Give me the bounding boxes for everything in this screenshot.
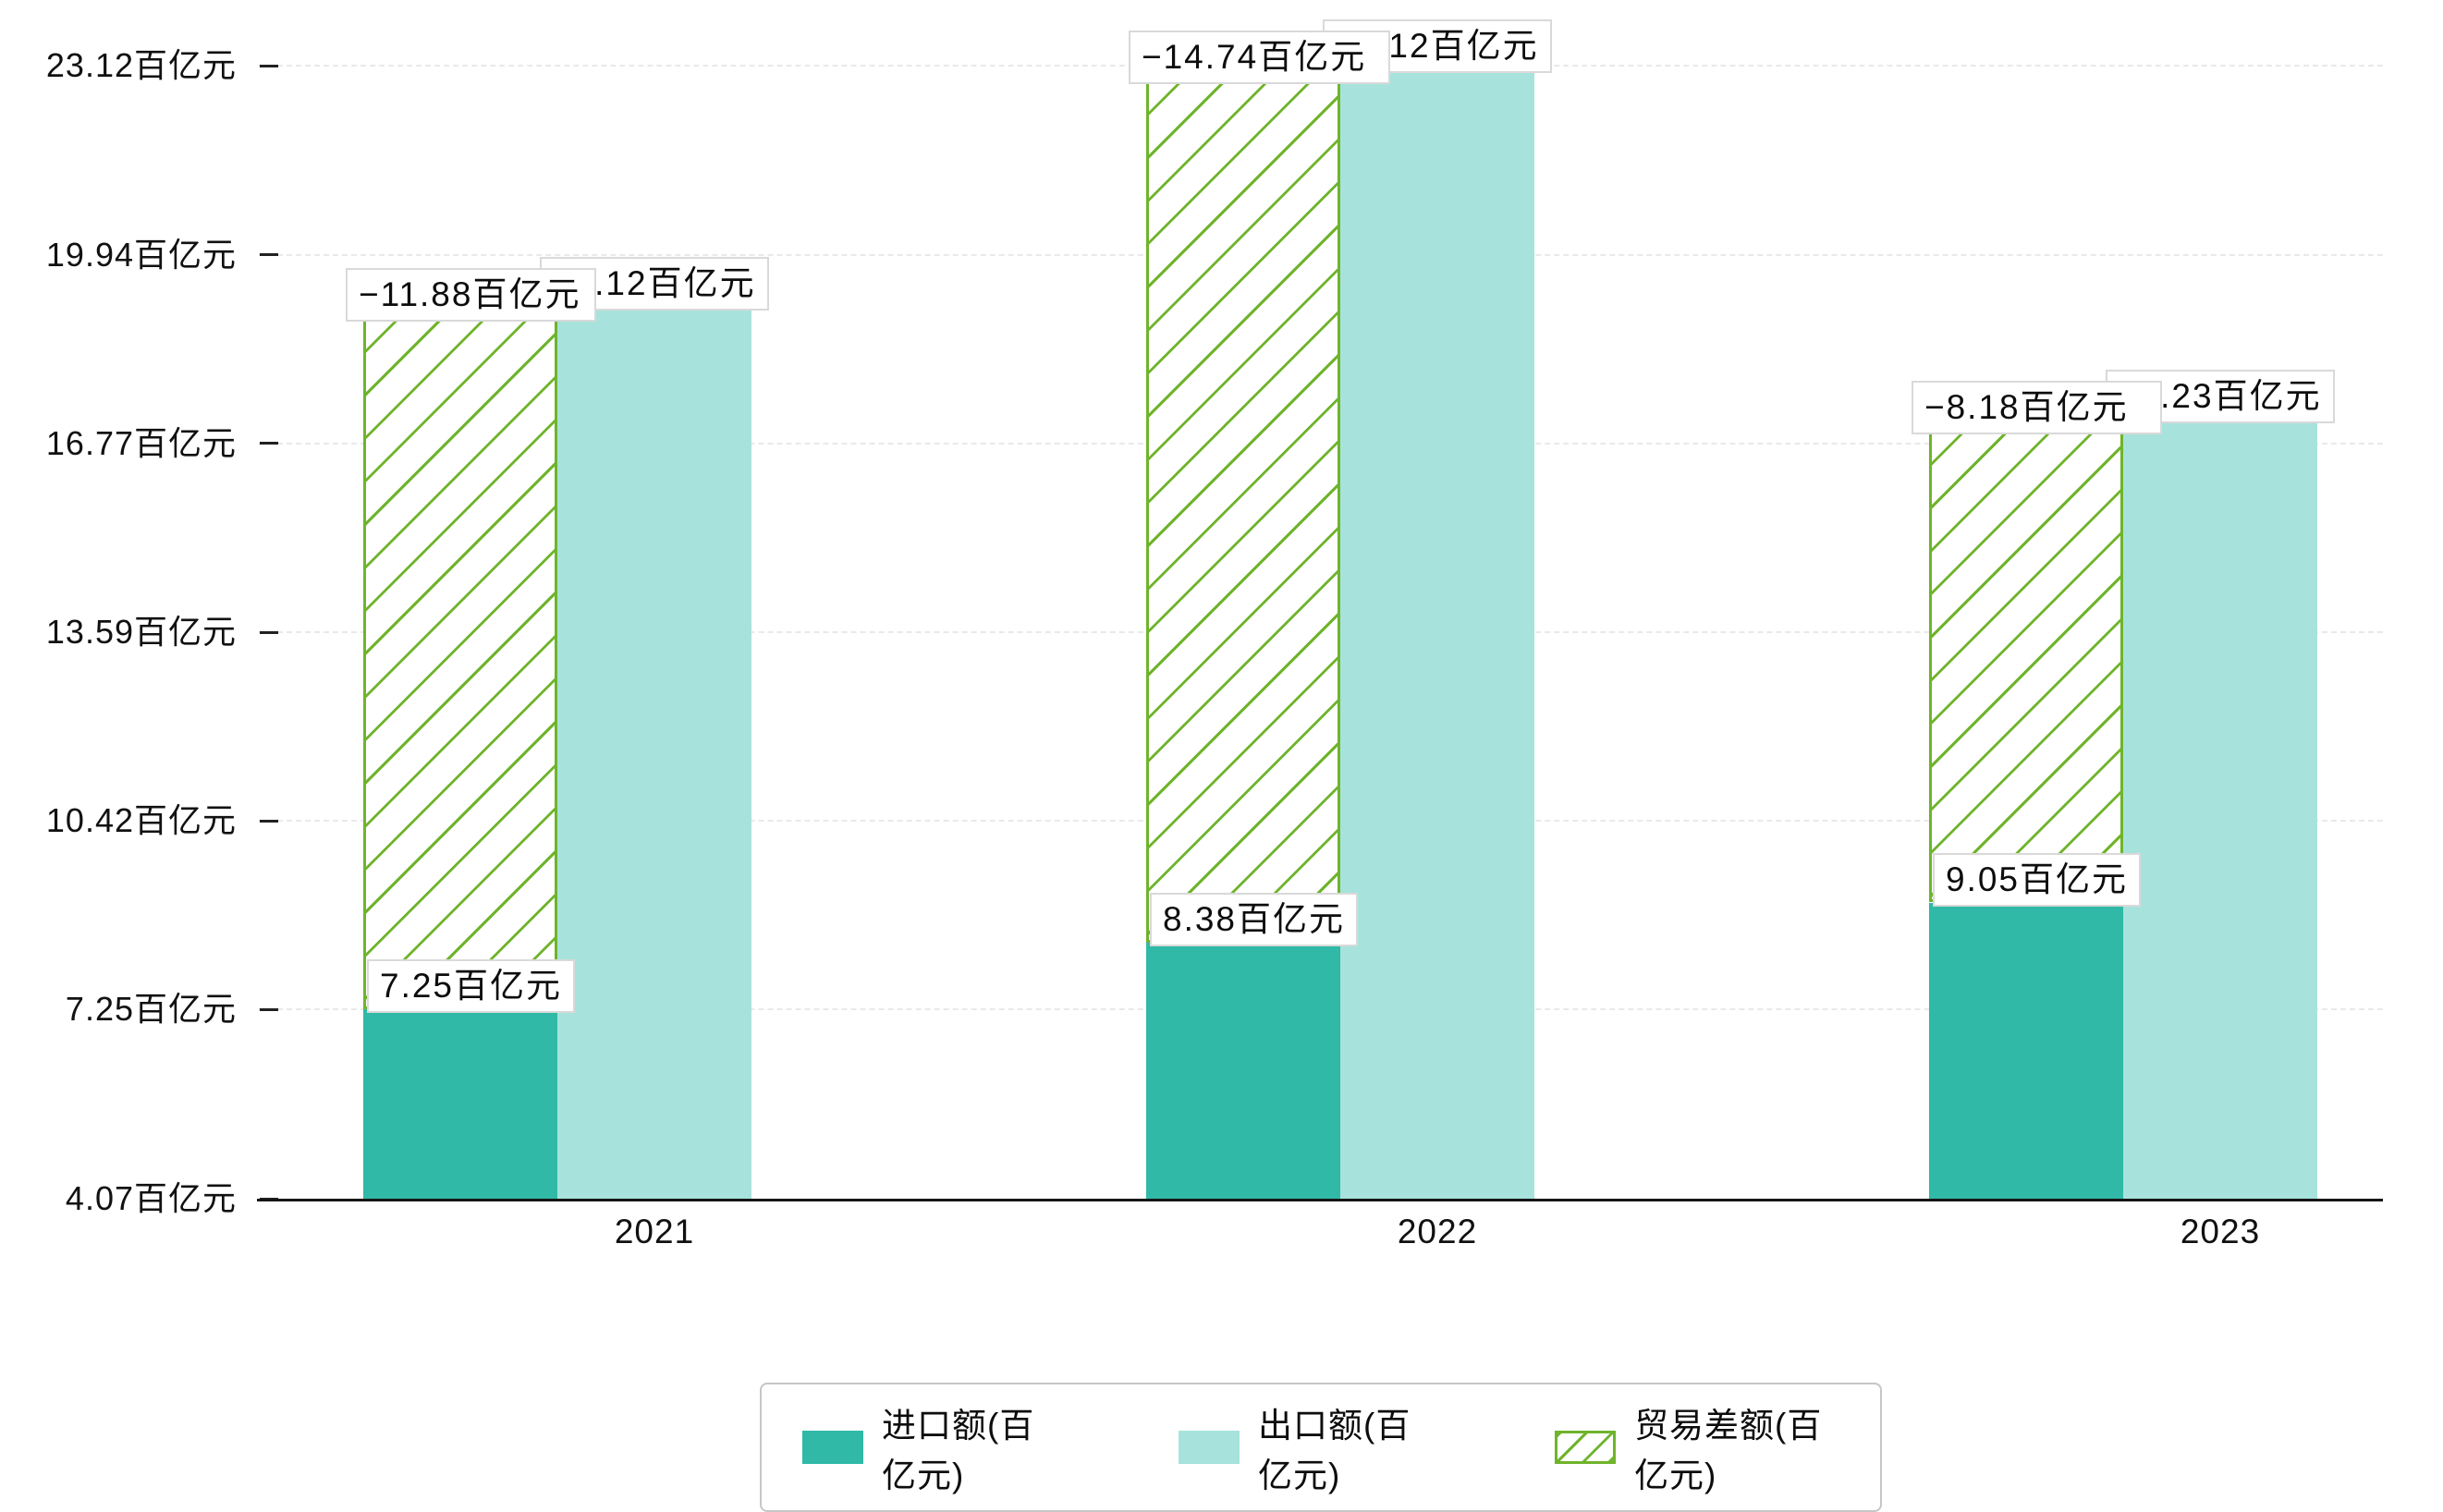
trade-balance-hatch-swatch-icon — [1555, 1431, 1617, 1464]
label-import-value-2022: 8.38百亿元 — [1150, 893, 1359, 946]
y-tick-mark — [260, 631, 278, 634]
label-import-value-2021: 7.25百亿元 — [367, 959, 576, 1013]
legend-item-export: 出口额(百亿元) — [1179, 1397, 1435, 1497]
bar-import-2023 — [1929, 903, 2123, 1199]
x-category-label-2022: 2022 — [1397, 1213, 1478, 1250]
x-category-label-2023: 2023 — [2180, 1213, 2261, 1250]
bar-trade-balance-2022 — [1146, 66, 1340, 943]
legend: 进口额(百亿元) 出口额(百亿元) 贸易差额(百亿元) — [760, 1383, 1882, 1512]
legend-item-import: 进口额(百亿元) — [802, 1397, 1058, 1497]
bar-export-2023 — [2123, 416, 2317, 1199]
y-tick-label: 7.25百亿元 — [65, 990, 237, 1028]
y-tick-mark — [260, 1008, 278, 1011]
y-tick-label: 10.42百亿元 — [45, 801, 237, 839]
bar-import-2022 — [1146, 943, 1340, 1199]
legend-label-import: 进口额(百亿元) — [882, 1407, 1035, 1494]
label-import-value-2023: 9.05百亿元 — [1933, 853, 2142, 907]
y-tick-label: 16.77百亿元 — [45, 424, 237, 462]
x-axis-line — [257, 1199, 2383, 1201]
export-swatch-icon — [1179, 1431, 1240, 1464]
label-trade-balance-value-2023: −8.18百亿元 — [1912, 381, 2162, 434]
bar-export-2022 — [1340, 66, 1534, 1199]
label-trade-balance-value-2021: −11.88百亿元 — [346, 268, 596, 322]
y-tick-mark — [260, 820, 278, 823]
legend-label-export: 出口额(百亿元) — [1258, 1407, 1411, 1494]
y-tick-mark — [260, 253, 278, 256]
bar-trade-balance-2021 — [363, 303, 557, 1009]
y-tick-label: 19.94百亿元 — [45, 236, 237, 274]
chart-page: 4.07百亿元 7.25百亿元 10.42百亿元 13.59百亿元 16.77百亿元 19… — [45, 19, 2383, 1512]
y-tick-mark — [260, 442, 278, 445]
plot-area: 4.07百亿元 7.25百亿元 10.42百亿元 13.59百亿元 16.77百亿元 19… — [45, 19, 2383, 1250]
y-tick-label: 13.59百亿元 — [45, 613, 237, 651]
bar-export-2021 — [557, 303, 751, 1199]
y-tick-label: 4.07百亿元 — [65, 1179, 237, 1217]
bar-trade-balance-2023 — [1929, 416, 2123, 902]
y-tick-mark — [260, 65, 278, 67]
y-tick-label: 23.12百亿元 — [45, 46, 237, 84]
legend-label-trade-balance: 贸易差额(百亿元) — [1634, 1407, 1823, 1494]
import-swatch-icon — [802, 1431, 863, 1464]
x-category-label-2021: 2021 — [614, 1213, 695, 1250]
bar-import-2021 — [363, 1009, 557, 1199]
legend-item-trade-balance: 贸易差额(百亿元) — [1555, 1397, 1839, 1497]
label-trade-balance-value-2022: −14.74百亿元 — [1129, 30, 1390, 84]
